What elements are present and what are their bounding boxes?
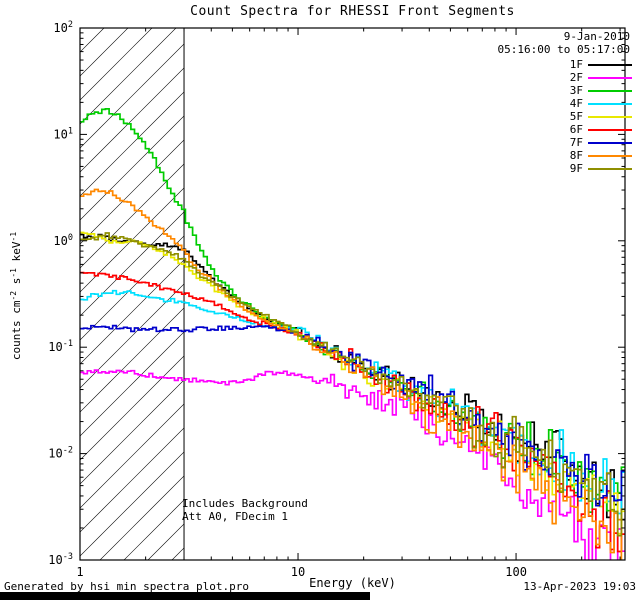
legend-color-line (588, 76, 632, 79)
legend-item-1F: 1F (570, 58, 632, 71)
legend-label: 4F (569, 97, 583, 110)
svg-text:102: 102 (53, 20, 73, 35)
legend-label: 9F (569, 162, 583, 175)
y-axis-label-exponent: -1 (9, 231, 18, 242)
legend-item-6F: 6F (570, 123, 632, 136)
legend-date-block: 9-Jan-2010 05:16:00 to 05:17:00 (498, 30, 630, 56)
legend-item-9F: 9F (570, 162, 632, 175)
hatched-region (80, 28, 185, 560)
legend-item-2F: 2F (570, 71, 632, 84)
series-line-6F (80, 271, 625, 553)
footer-generated-by: Generated by hsi_min_spectra_plot.pro (4, 580, 250, 593)
series-line-8F (80, 188, 623, 560)
svg-text:100: 100 (53, 233, 73, 248)
legend-label: 5F (569, 110, 583, 123)
footer-timestamp: 13-Apr-2023 19:03 (523, 580, 636, 593)
series-line-3F (80, 108, 625, 514)
series-line-9F (80, 232, 625, 537)
legend-color-line (588, 154, 632, 157)
svg-text:1: 1 (76, 565, 83, 579)
legend-label: 7F (569, 136, 583, 149)
series-line-7F (80, 324, 625, 507)
spectra-series (80, 108, 625, 560)
legend-color-line (588, 141, 632, 144)
plot-frame (79, 27, 626, 561)
legend-label: 8F (569, 149, 583, 162)
legend-label: 1F (569, 58, 583, 71)
svg-text:10-3: 10-3 (48, 552, 73, 567)
legend-color-line (588, 63, 632, 66)
axis-tick-labels: 1 10 100 102 101 100 10-1 10-2 10-3 (48, 20, 527, 579)
plot-annotations: Includes Background Att A0, FDecim 1 (182, 497, 308, 523)
chart-title: Count Spectra for RHESSI Front Segments (190, 4, 515, 19)
y-axis-label-exponent: -1 (9, 268, 18, 278)
legend-color-line (588, 128, 632, 131)
legend-label: 3F (569, 84, 583, 97)
axis-ticks (79, 27, 625, 561)
legend-item-7F: 7F (570, 136, 632, 149)
legend-label: 6F (569, 123, 583, 136)
series-line-5F (80, 231, 625, 535)
annotation-line-1: Includes Background (182, 497, 308, 510)
y-axis-label-text: counts cm (10, 300, 23, 361)
x-axis-label: Energy (keV) (309, 576, 396, 590)
legend-item-5F: 5F (570, 110, 632, 123)
legend-label: 2F (569, 71, 583, 84)
series-line-2F (80, 369, 625, 560)
y-axis-label-exponent: -2 (9, 290, 18, 301)
legend-time-range: 05:16:00 to 05:17:00 (497, 43, 630, 56)
svg-text:10: 10 (291, 565, 305, 579)
legend-item-4F: 4F (570, 97, 632, 110)
legend-color-line (588, 89, 632, 92)
legend-color-line (588, 167, 632, 170)
svg-text:101: 101 (53, 126, 73, 141)
legend-item-8F: 8F (570, 149, 632, 162)
legend-color-line (588, 115, 632, 118)
svg-text:10-2: 10-2 (48, 446, 73, 461)
legend-date: 9-Jan-2010 (563, 30, 630, 43)
y-axis-label-text: s (10, 277, 23, 291)
legend-item-3F: 3F (570, 84, 632, 97)
bottom-bar (0, 592, 370, 600)
svg-text:10-1: 10-1 (48, 339, 73, 354)
annotation-line-2: Att A0, FDecim 1 (182, 510, 288, 523)
legend: 1F 2F 3F 4F 5F 6F 7F 8F 9F (570, 58, 632, 175)
legend-color-line (588, 102, 632, 105)
y-axis-label-text: keV (10, 241, 23, 268)
y-axis-label: counts cm-2 s-1 keV-1 (9, 232, 23, 360)
svg-text:100: 100 (505, 565, 527, 579)
